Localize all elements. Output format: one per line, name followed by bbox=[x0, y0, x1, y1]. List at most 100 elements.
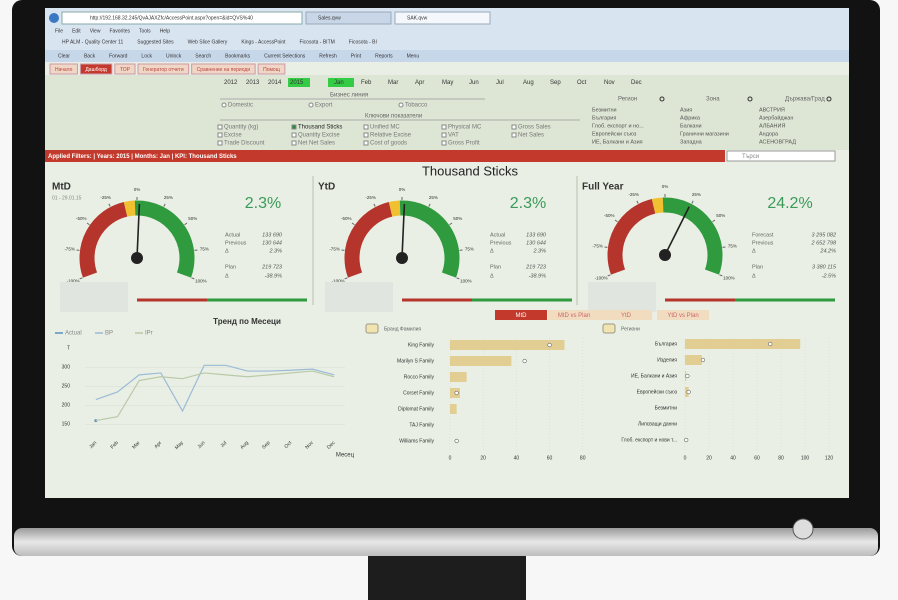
chart-menu-icon[interactable] bbox=[365, 323, 379, 334]
checkbox[interactable] bbox=[511, 124, 517, 130]
kpi[interactable]: Thousand Sticks bbox=[298, 125, 342, 131]
month[interactable]: Dec bbox=[631, 80, 642, 86]
toolbar-button[interactable]: Forward bbox=[109, 53, 128, 59]
favorite-link[interactable]: HP ALM - Quality Center 11 bbox=[62, 39, 123, 45]
kpi[interactable]: Trade Discount bbox=[224, 141, 265, 147]
checkbox[interactable] bbox=[291, 124, 297, 130]
menu-item[interactable]: Tools bbox=[139, 28, 151, 34]
sheet-tab-label[interactable]: Помощ bbox=[263, 67, 280, 73]
month[interactable]: Oct bbox=[577, 80, 587, 86]
sheet-tab[interactable] bbox=[191, 63, 256, 75]
radio[interactable] bbox=[398, 102, 404, 108]
listbox-item[interactable]: Азербайджан bbox=[759, 114, 793, 121]
bar[interactable] bbox=[450, 356, 512, 366]
month[interactable]: Nov bbox=[604, 80, 615, 86]
favorite-link[interactable]: Web Slice Gallery bbox=[188, 39, 228, 45]
month[interactable]: Jul bbox=[496, 80, 504, 86]
kpi[interactable]: Excise bbox=[224, 133, 242, 139]
toolbar-button[interactable]: Reports bbox=[375, 53, 393, 59]
sheet-tab-label[interactable]: Дашборд bbox=[85, 67, 106, 73]
listbox-item[interactable]: Глоб. експорт и но... bbox=[592, 123, 644, 129]
business-line[interactable]: Domestic bbox=[228, 103, 253, 109]
listbox-item[interactable]: Андора bbox=[759, 131, 779, 137]
sheet-tab-label[interactable]: Сравнение на периоди bbox=[197, 67, 251, 73]
kpi[interactable]: Quantity Excise bbox=[298, 133, 340, 139]
sheet-tab-label[interactable]: Начало bbox=[55, 67, 73, 73]
bar[interactable] bbox=[685, 339, 801, 349]
sheet-tab[interactable] bbox=[114, 63, 136, 75]
view-button[interactable] bbox=[548, 310, 600, 320]
favorite-link[interactable]: Ficosota - BI bbox=[349, 39, 377, 45]
listbox-item[interactable]: Балкани bbox=[680, 123, 702, 129]
browser-tab[interactable] bbox=[394, 11, 491, 25]
radio[interactable] bbox=[308, 102, 314, 108]
month[interactable]: Mar bbox=[388, 80, 398, 86]
back-button[interactable] bbox=[49, 13, 59, 23]
listbox-item[interactable]: АСЕНОВГРАД bbox=[759, 139, 796, 145]
business-line[interactable]: Export bbox=[315, 103, 333, 109]
listbox-item[interactable]: АЛБАНИЯ bbox=[759, 123, 785, 129]
chart-menu-icon[interactable] bbox=[602, 323, 616, 334]
power-button[interactable] bbox=[792, 518, 814, 540]
address-bar[interactable] bbox=[61, 11, 303, 25]
menu-item[interactable]: Edit bbox=[72, 28, 81, 34]
checkbox[interactable] bbox=[291, 140, 297, 146]
bar[interactable] bbox=[450, 340, 565, 350]
kpi[interactable]: Cost of goods bbox=[370, 141, 407, 147]
bar[interactable] bbox=[450, 372, 467, 382]
toolbar-button[interactable]: Bookmarks bbox=[225, 53, 251, 59]
year[interactable]: 2014 bbox=[268, 80, 282, 86]
menu-item[interactable]: Help bbox=[160, 28, 171, 34]
sheet-tab-label[interactable]: TOP bbox=[120, 67, 131, 73]
toolbar-button[interactable]: Clear bbox=[58, 53, 70, 59]
year[interactable]: 2013 bbox=[246, 80, 260, 86]
business-line[interactable]: Tobacco bbox=[405, 103, 428, 109]
toolbar-button[interactable]: Search bbox=[195, 53, 211, 59]
checkbox[interactable] bbox=[363, 132, 369, 138]
listbox-item[interactable]: Безмитни bbox=[592, 107, 617, 113]
kpi[interactable]: Quantity (kg) bbox=[224, 125, 258, 131]
kpi[interactable]: Physical MC bbox=[448, 125, 482, 131]
checkbox[interactable] bbox=[291, 132, 297, 138]
sheet-tab[interactable] bbox=[257, 63, 286, 75]
toolbar-button[interactable]: Back bbox=[84, 53, 96, 59]
month[interactable]: Jan bbox=[334, 80, 344, 86]
selected-month[interactable] bbox=[328, 78, 354, 87]
toolbar-button[interactable]: Menu bbox=[407, 53, 420, 59]
checkbox[interactable] bbox=[363, 140, 369, 146]
month[interactable]: Jun bbox=[469, 80, 479, 86]
menu-item[interactable]: Favorites bbox=[109, 28, 130, 34]
listbox-item[interactable]: България bbox=[592, 115, 616, 121]
kpi[interactable]: Relative Excise bbox=[370, 133, 412, 139]
search-box[interactable] bbox=[726, 150, 836, 162]
favorite-link[interactable]: Suggested Sites bbox=[137, 39, 174, 45]
view-button-label[interactable]: YtD bbox=[621, 313, 632, 319]
radio[interactable] bbox=[221, 102, 227, 108]
month[interactable]: Sep bbox=[550, 80, 561, 86]
sheet-tab[interactable] bbox=[137, 63, 190, 75]
search-icon[interactable] bbox=[747, 96, 753, 102]
favorite-link[interactable]: Kings - AccessPoint bbox=[241, 39, 286, 45]
listbox-item[interactable]: Азия bbox=[680, 107, 692, 113]
sheet-tab-label[interactable]: Генератор отчети bbox=[143, 67, 184, 73]
month[interactable]: Apr bbox=[415, 80, 424, 86]
month[interactable]: Aug bbox=[523, 80, 534, 86]
checkbox[interactable] bbox=[217, 140, 223, 146]
year[interactable]: 2012 bbox=[224, 80, 238, 86]
toolbar-button[interactable]: Unlock bbox=[166, 53, 182, 59]
view-button-label[interactable]: YtD vs Plan bbox=[667, 313, 698, 319]
checkbox[interactable] bbox=[217, 132, 223, 138]
kpi[interactable]: Net Net Sales bbox=[298, 141, 335, 147]
bar[interactable] bbox=[685, 355, 702, 365]
view-button[interactable] bbox=[657, 310, 709, 320]
year[interactable]: 2015 bbox=[290, 80, 304, 86]
listbox-item[interactable]: Европейски съюз bbox=[592, 130, 637, 137]
toolbar-button[interactable]: Current Selections bbox=[264, 53, 306, 59]
sheet-tab[interactable] bbox=[79, 63, 113, 75]
kpi[interactable]: Net Sales bbox=[518, 133, 544, 139]
search-icon[interactable] bbox=[826, 96, 832, 102]
toolbar-button[interactable]: Lock bbox=[141, 53, 152, 59]
checkbox[interactable] bbox=[217, 124, 223, 130]
checkbox[interactable] bbox=[363, 124, 369, 130]
month[interactable]: May bbox=[442, 80, 453, 86]
